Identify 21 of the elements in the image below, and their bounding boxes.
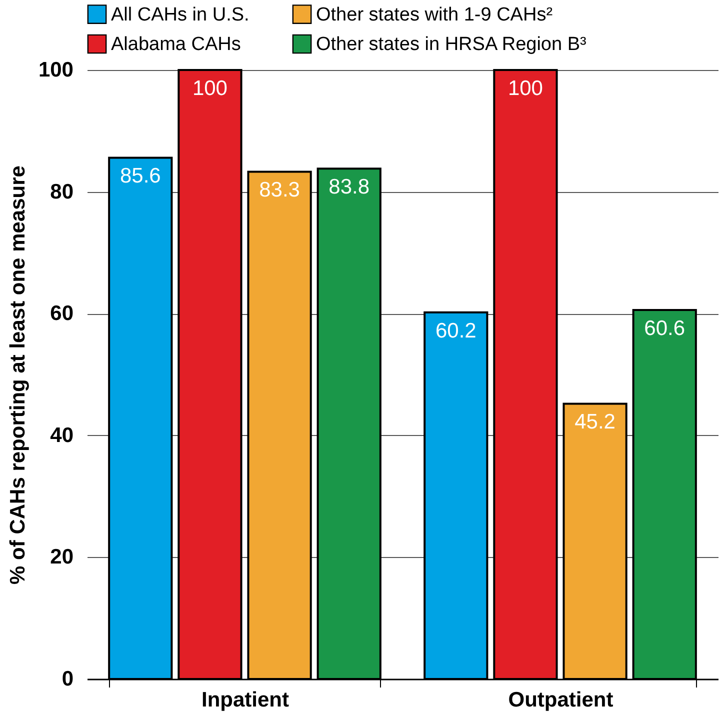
- legend-label: Other states in HRSA Region B³: [316, 34, 586, 55]
- x-tick-label: Outpatient: [508, 688, 614, 712]
- legend-label: Other states with 1-9 CAHs²: [316, 4, 553, 26]
- data-label: 60.2: [435, 319, 476, 342]
- data-label: 60.6: [644, 316, 686, 340]
- y-tick-label: 80: [50, 180, 74, 204]
- y-tick-label: 60: [50, 302, 74, 326]
- y-tick-label: 20: [50, 546, 74, 569]
- x-tick-label: Inpatient: [202, 688, 290, 712]
- y-tick-label: 0: [62, 668, 74, 690]
- y-tick-label: 100: [38, 58, 74, 82]
- y-tick-label: 40: [50, 424, 74, 447]
- data-label: 45.2: [574, 410, 616, 434]
- y-axis-title: % of CAHs reporting at least one measure: [6, 166, 30, 584]
- data-label: 83.8: [328, 176, 370, 199]
- data-label: 100: [192, 77, 228, 100]
- data-label: 85.6: [120, 164, 161, 188]
- data-label: 83.3: [259, 178, 300, 202]
- legend-label: Alabama CAHs: [111, 34, 241, 55]
- data-label: 100: [508, 77, 543, 100]
- legend-label: All CAHs in U.S.: [111, 4, 250, 26]
